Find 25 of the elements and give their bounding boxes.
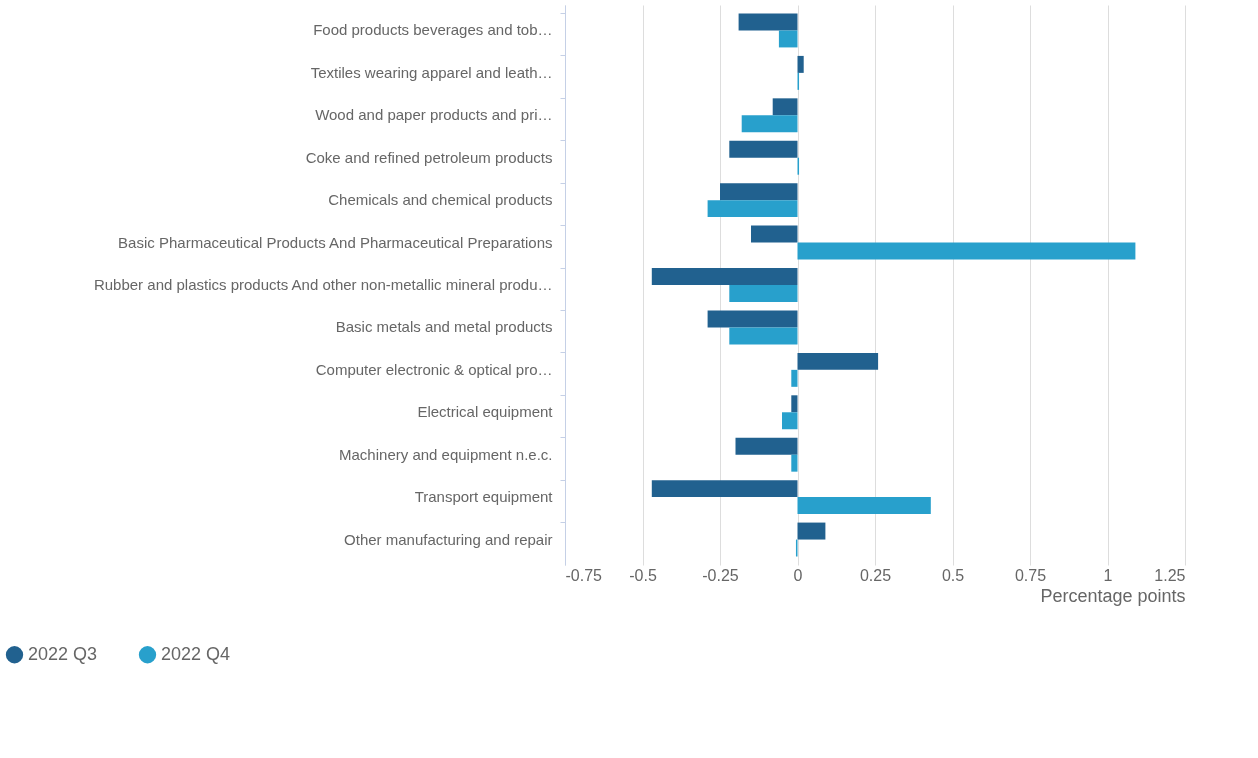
y-tick-label: Basic metals and metal products xyxy=(335,318,553,336)
y-tick-label: Computer electronic & optical pro… xyxy=(315,360,553,378)
legend-label: 2022 Q3 xyxy=(28,643,98,664)
x-tick-label: 1 xyxy=(1103,566,1113,584)
x-tick-label: 1.25 xyxy=(1154,566,1186,584)
legend-label: 2022 Q4 xyxy=(161,643,231,664)
y-tick-label: Other manufacturing and repair xyxy=(344,530,553,548)
y-tick-label: Chemicals and chemical products xyxy=(328,191,553,209)
x-tick-label: 0.25 xyxy=(859,566,892,584)
y-tick-label: Electrical equipment xyxy=(417,403,554,421)
y-tick-label: Machinery and equipment n.e.c. xyxy=(339,445,553,463)
x-tick-label: 0.75 xyxy=(1014,566,1047,584)
y-tick-label: Rubber and plastics products And other non-metallic mineral produ… xyxy=(93,276,553,293)
x-tick-label: 0 xyxy=(793,566,803,584)
x-tick-label: -0.5 xyxy=(629,566,657,584)
y-tick-label: Textiles wearing apparel and leath… xyxy=(310,63,553,81)
y-tick-label: Basic Pharmaceutical Products And Pharmaceutical Preparations xyxy=(118,233,553,251)
x-axis-title: Percentage points xyxy=(1040,585,1186,606)
y-tick-label: Food products beverages and tob… xyxy=(313,21,553,39)
y-tick-label: Wood and paper products and pri… xyxy=(315,106,553,124)
y-tick-label: Transport equipment xyxy=(414,488,554,506)
y-tick-label: Coke and refined petroleum products xyxy=(305,148,553,166)
x-tick-label: 0.5 xyxy=(941,566,965,584)
x-tick-label: -0.25 xyxy=(702,566,739,584)
x-tick-label: -0.75 xyxy=(565,566,603,584)
